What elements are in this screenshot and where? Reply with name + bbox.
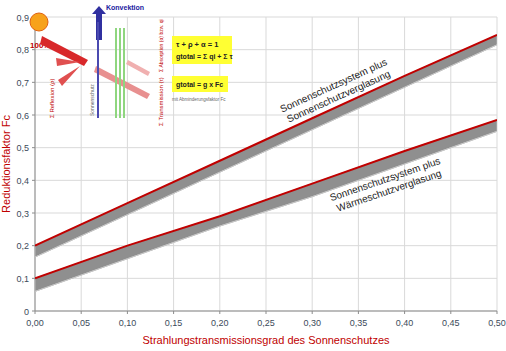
label-line: Wärmeschutzverglasung bbox=[335, 168, 443, 214]
glass-pane bbox=[123, 28, 125, 118]
y-tick-label: 0,1 bbox=[16, 274, 29, 284]
plot-data bbox=[35, 35, 497, 291]
tick bbox=[32, 213, 35, 214]
formula: gtotal = Σ qi + Σ τ bbox=[176, 53, 234, 61]
grid-line bbox=[312, 17, 313, 311]
formula: gtotal = g x Fc bbox=[176, 81, 223, 89]
x-tick-label: 0,30 bbox=[303, 318, 321, 328]
x-tick-label: 0,10 bbox=[119, 318, 137, 328]
arrow-trans2 bbox=[126, 60, 150, 76]
x-tick-label: 0,00 bbox=[26, 318, 44, 328]
shade-label: Sonnenschutz bbox=[89, 84, 95, 116]
tick bbox=[32, 180, 35, 181]
chart: 0 0,1 0,2 0,3 0,4 0,5 0,6 0,7 0,8 0,9 0,00 0,05 0,10… bbox=[0, 0, 506, 351]
grid-line bbox=[35, 17, 36, 311]
band bbox=[35, 120, 497, 292]
y-tick-label: 0 bbox=[24, 307, 29, 317]
tick bbox=[404, 311, 405, 314]
y-tick-label: 0,3 bbox=[16, 209, 29, 219]
x-tick-label: 0,45 bbox=[442, 318, 460, 328]
inset: 100%KonvektionSonnenschutzΣ Reflexion (ρ… bbox=[30, 4, 234, 126]
tick bbox=[32, 278, 35, 279]
series-label: Sonnenschutzsystem plusWärmeschutzvergla… bbox=[328, 155, 445, 214]
sun bbox=[30, 13, 48, 31]
x-tick-label: 0,40 bbox=[396, 318, 414, 328]
x-tick-label: 0,05 bbox=[72, 318, 90, 328]
convection-label: Konvektion bbox=[106, 4, 144, 11]
y-tick-label: 0,8 bbox=[16, 45, 29, 55]
glass-pane bbox=[119, 28, 121, 118]
grid-line bbox=[358, 17, 359, 311]
x-tick-label: 0,20 bbox=[211, 318, 229, 328]
tick bbox=[173, 311, 174, 314]
y-tick-label: 0,5 bbox=[16, 143, 29, 153]
tick bbox=[266, 311, 267, 314]
y-axis-title: Reduktionsfaktor Fc bbox=[0, 115, 12, 213]
grid-line bbox=[266, 17, 267, 311]
reflection-label: Σ Reflexion (ρ) bbox=[49, 79, 55, 118]
tick bbox=[312, 311, 313, 314]
tick bbox=[32, 82, 35, 83]
y-tick-label: 0,2 bbox=[16, 241, 29, 251]
tick bbox=[219, 311, 220, 314]
tick bbox=[497, 311, 498, 314]
tick bbox=[127, 311, 128, 314]
tick bbox=[35, 311, 36, 314]
x-tick-label: 0,15 bbox=[165, 318, 183, 328]
x-axis-title: Strahlungstransmissionsgrad des Sonnensc… bbox=[142, 334, 390, 346]
y-axis bbox=[35, 17, 36, 311]
shade-line bbox=[97, 22, 99, 118]
x-tick-label: 0,50 bbox=[488, 318, 506, 328]
x-tick-label: 0,35 bbox=[350, 318, 368, 328]
y-tick-label: 0,9 bbox=[16, 13, 29, 23]
x-tick-label: 0,25 bbox=[257, 318, 275, 328]
tick bbox=[450, 311, 451, 314]
tick bbox=[32, 115, 35, 116]
background bbox=[0, 0, 506, 351]
formula-box bbox=[172, 76, 228, 92]
tick bbox=[32, 147, 35, 148]
tick bbox=[81, 311, 82, 314]
series-label: Sonnenschutzsystem plusSonnenschutzvergl… bbox=[278, 56, 393, 125]
y-tick-label: 0,7 bbox=[16, 78, 29, 88]
series-line bbox=[35, 35, 497, 246]
label-line: Sonnenschutzverglasung bbox=[285, 68, 392, 125]
arrow-reflect bbox=[56, 58, 80, 86]
formula: τ + ρ + α = 1 bbox=[176, 40, 218, 49]
series-line bbox=[35, 120, 497, 278]
glass-pane bbox=[115, 28, 117, 118]
absorption-label: Σ Absorption (α) bzw. qi bbox=[158, 19, 164, 72]
tick bbox=[32, 245, 35, 246]
tick bbox=[358, 311, 359, 314]
y-tick-label: 0,4 bbox=[16, 176, 29, 186]
transmission-label: Σ Transmission (τ) bbox=[158, 77, 164, 126]
y-tick-label: 0,6 bbox=[16, 111, 29, 121]
band-lower-line bbox=[35, 131, 497, 291]
formula-note: mit Abminderungsfaktor Fc bbox=[172, 97, 226, 102]
grid-line bbox=[497, 17, 498, 311]
